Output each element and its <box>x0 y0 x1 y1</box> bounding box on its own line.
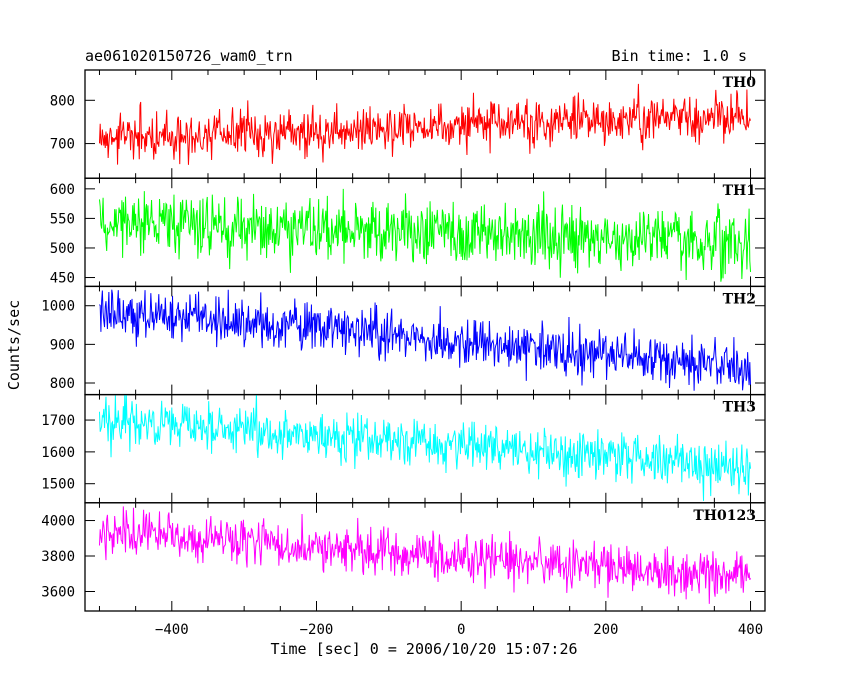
y-tick-label: 3600 <box>41 584 75 600</box>
y-tick-label: 800 <box>50 376 75 392</box>
series-th2 <box>99 289 752 391</box>
y-tick-label: 500 <box>50 241 75 257</box>
panel-th1: 450 500 550 600 TH1 <box>50 177 766 288</box>
chart-title: ae061020150726_wam0_trn <box>85 47 293 65</box>
series-th0123 <box>98 506 751 604</box>
y-tick-label: 550 <box>50 211 75 227</box>
y-tick-label: 1700 <box>41 413 75 429</box>
y-tick-label: 1500 <box>41 477 75 493</box>
series-th1 <box>98 188 752 282</box>
y-axis-label: Counts/sec <box>5 300 23 390</box>
x-tick-label: 200 <box>593 622 618 638</box>
x-axis-label: Time [sec] 0 = 2006/10/20 15:07:26 <box>270 640 577 658</box>
x-tick-label: 400 <box>738 622 763 638</box>
panel-label-th0123: TH0123 <box>693 508 756 524</box>
panel-label-th3: TH3 <box>723 400 756 416</box>
bin-time-label: Bin time: 1.0 s <box>612 47 747 65</box>
panel-th3: 1500 1600 1700 TH3 <box>41 393 766 504</box>
x-tick-label: −200 <box>300 622 334 638</box>
panel-label-th0: TH0 <box>723 75 757 91</box>
panel-label-th2: TH2 <box>723 291 756 307</box>
y-tick-label: 450 <box>50 271 75 287</box>
panel-label-th1: TH1 <box>723 183 756 199</box>
panels-layer: 700 800 TH0 450 500 550 600 TH1 800 900 1000 TH2 150… <box>41 69 766 638</box>
y-tick-label: 4000 <box>41 514 75 530</box>
series-th3 <box>98 394 752 501</box>
panel-th0123: 3600 3800 4000 TH0123 <box>41 502 766 612</box>
panel-th2: 800 900 1000 TH2 <box>41 285 766 396</box>
y-tick-label: 1000 <box>41 299 75 315</box>
x-tick-label: 0 <box>457 622 465 638</box>
y-tick-label: 600 <box>50 182 75 198</box>
panel-th0: 700 800 TH0 <box>50 69 766 179</box>
y-tick-label: 800 <box>50 93 75 109</box>
x-tick-label: −400 <box>155 622 189 638</box>
y-tick-label: 1600 <box>41 445 75 461</box>
series-th0 <box>98 83 751 165</box>
y-tick-label: 3800 <box>41 549 75 565</box>
y-tick-label: 900 <box>50 337 75 353</box>
y-tick-label: 700 <box>50 137 75 153</box>
panel-frame <box>84 502 766 612</box>
